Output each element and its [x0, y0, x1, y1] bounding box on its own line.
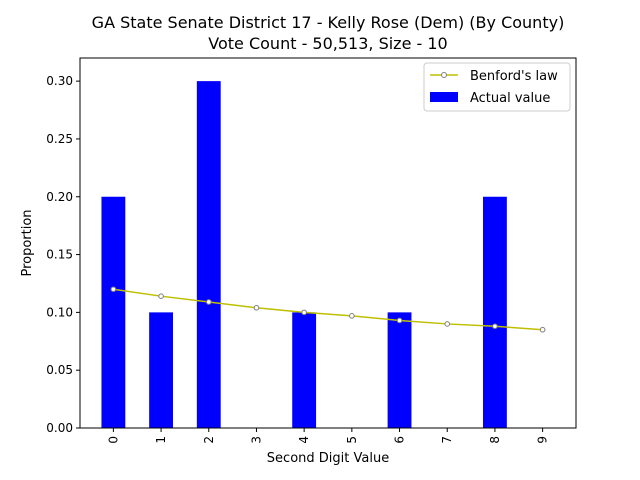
- x-tick-label-1: 1: [154, 436, 168, 444]
- y-axis: 0.00 0.05 0.10 0.15 0.20 0.25 0.30: [46, 74, 80, 435]
- bar-digit-1: [149, 312, 173, 428]
- bar-digit-0: [101, 196, 126, 428]
- bar-digit-8: [483, 196, 507, 428]
- y-tick-label-3: 0.15: [46, 248, 73, 262]
- benford-point-5: [349, 313, 355, 319]
- x-tick-label-5: 5: [345, 436, 359, 444]
- benford-point-3: [253, 304, 260, 311]
- x-tick-label-8: 8: [488, 436, 502, 444]
- benford-point-9: [539, 326, 546, 333]
- plot-frame: [79, 57, 577, 429]
- y-tick-label-4: 0.20: [46, 190, 73, 204]
- benford-line-group: [110, 286, 546, 333]
- legend: Benford's law Actual value: [423, 62, 571, 112]
- legend-bar-swatch: [430, 92, 458, 102]
- x-tick-label-7: 7: [440, 436, 454, 444]
- benford-point-8: [492, 323, 498, 330]
- legend-label-actual: Actual value: [470, 91, 550, 106]
- bar-group: [101, 81, 507, 428]
- chart-title-line-2: Vote Count - 50,513, Size - 10: [208, 34, 447, 53]
- y-tick-label-1: 0.05: [46, 363, 73, 377]
- x-axis: 0 1 2 3 4 5 6 7 8 9: [106, 428, 550, 444]
- benford-point-1: [158, 293, 164, 299]
- x-tick-label-4: 4: [297, 436, 311, 444]
- benford-point-6: [396, 317, 403, 324]
- benford-point-4: [301, 309, 307, 316]
- legend-line-marker: [441, 72, 447, 78]
- benford-point-7: [444, 321, 451, 327]
- bar-digit-2: [196, 81, 221, 428]
- bar-digit-4: [292, 312, 317, 428]
- benford-point-0: [110, 286, 117, 293]
- benford-point-2: [205, 299, 212, 305]
- x-axis-label: Second Digit Value: [267, 451, 389, 466]
- y-tick-label-2: 0.10: [46, 305, 73, 319]
- y-axis-label: Proportion: [20, 209, 35, 276]
- y-tick-label-5: 0.25: [46, 132, 73, 146]
- x-tick-label-6: 6: [393, 436, 407, 444]
- legend-box: [423, 62, 571, 112]
- x-tick-label-3: 3: [249, 436, 263, 444]
- legend-label-benford: Benford's law: [470, 69, 558, 84]
- bar-digit-6: [387, 312, 412, 428]
- x-tick-label-2: 2: [202, 436, 216, 444]
- benford-line: [113, 288, 543, 331]
- y-tick-label-0: 0.00: [46, 421, 73, 435]
- x-tick-label-0: 0: [106, 436, 120, 444]
- y-tick-label-6: 0.30: [46, 74, 73, 88]
- chart-title-line-1: GA State Senate District 17 - Kelly Rose…: [92, 13, 565, 32]
- x-tick-label-9: 9: [536, 436, 550, 444]
